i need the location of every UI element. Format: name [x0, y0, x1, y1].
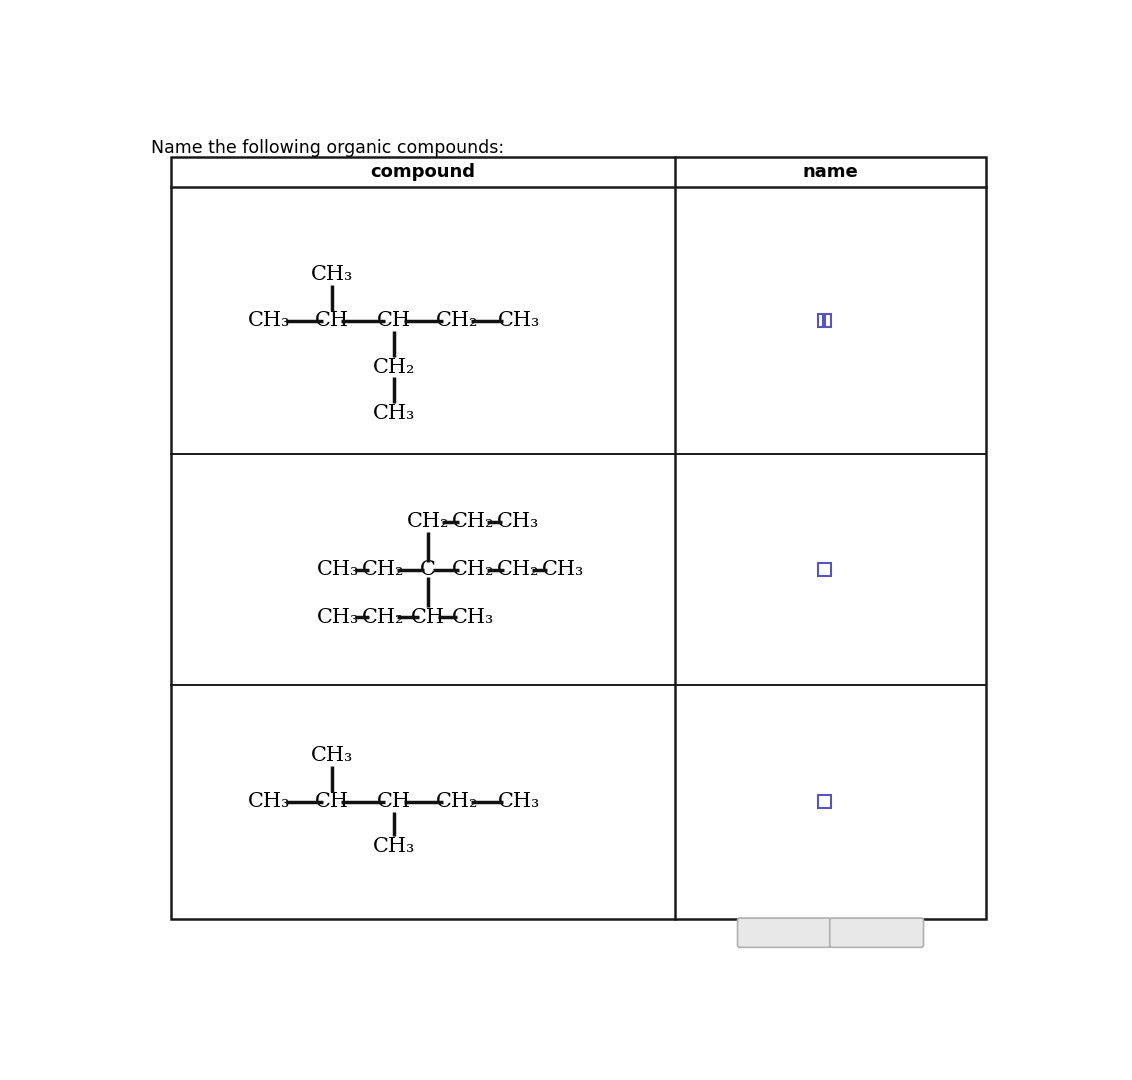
Bar — [825, 314, 831, 327]
Text: CH₃: CH₃ — [498, 311, 540, 330]
Bar — [817, 563, 831, 576]
Text: CH₂: CH₂ — [436, 311, 478, 330]
Text: CH₃: CH₃ — [374, 404, 415, 422]
Text: CH₂: CH₂ — [497, 561, 540, 579]
Text: CH₂: CH₂ — [362, 608, 404, 626]
Text: CH₃: CH₃ — [452, 608, 495, 626]
Text: CH₂: CH₂ — [362, 561, 404, 579]
Text: CH: CH — [377, 793, 411, 811]
Text: CH: CH — [315, 793, 349, 811]
Text: CH₂: CH₂ — [452, 512, 495, 531]
Text: X: X — [778, 923, 790, 942]
Text: CH₃: CH₃ — [542, 561, 584, 579]
FancyBboxPatch shape — [830, 918, 924, 947]
Text: CH₂: CH₂ — [408, 512, 449, 531]
Text: compound: compound — [370, 163, 475, 181]
FancyBboxPatch shape — [738, 918, 831, 947]
Text: CH₃: CH₃ — [497, 512, 539, 531]
Text: name: name — [803, 163, 858, 181]
Bar — [817, 314, 823, 327]
Text: CH₃: CH₃ — [317, 608, 360, 626]
Text: CH: CH — [377, 311, 411, 330]
Text: CH₃: CH₃ — [248, 793, 291, 811]
Text: CH₃: CH₃ — [317, 561, 360, 579]
Text: CH: CH — [411, 608, 445, 626]
Text: CH₂: CH₂ — [374, 357, 415, 377]
Text: CH₃: CH₃ — [248, 311, 291, 330]
Bar — [817, 795, 831, 808]
Text: CH₃: CH₃ — [498, 793, 540, 811]
Text: C: C — [420, 561, 436, 579]
Text: CH: CH — [315, 311, 349, 330]
Text: Name the following organic compounds:: Name the following organic compounds: — [151, 139, 504, 157]
Text: ↺: ↺ — [869, 923, 884, 942]
Text: CH₃: CH₃ — [374, 837, 415, 856]
Text: CH₂: CH₂ — [452, 561, 495, 579]
Text: CH₃: CH₃ — [310, 746, 353, 765]
Text: CH₂: CH₂ — [436, 793, 478, 811]
Text: CH₃: CH₃ — [310, 266, 353, 284]
